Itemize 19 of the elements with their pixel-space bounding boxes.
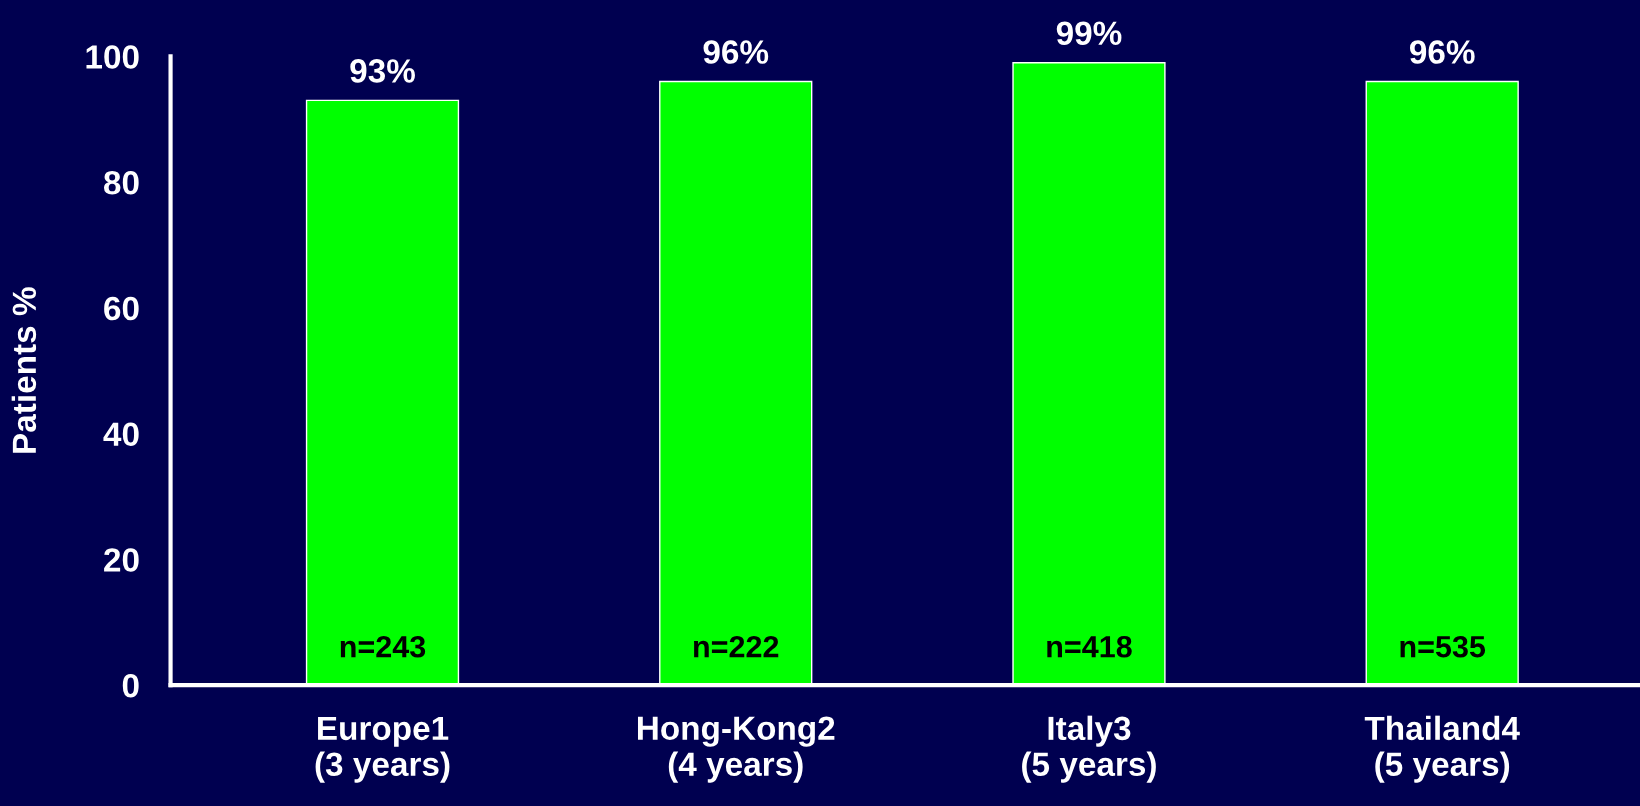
annotation: n=222: [694, 635, 779, 658]
x-tick-label: Italy3 (5 years): [1022, 715, 1156, 783]
annotation: n=243: [340, 635, 426, 658]
annotation: n=535: [1400, 635, 1486, 658]
data-label: 96%: [1409, 40, 1475, 64]
y-tick-label: 100: [86, 45, 139, 69]
data-label: 93%: [350, 59, 415, 83]
x-tick-label: Thailand4 (5 years): [1364, 715, 1520, 783]
y-tick-label: 60: [104, 296, 139, 321]
y-tick-label: 20: [104, 548, 139, 572]
y-tick-label: 40: [103, 422, 139, 447]
y-axis-title: Patients %: [11, 287, 37, 453]
x-tick-label: Europe1 (3 years): [315, 716, 450, 783]
data-label: 96%: [703, 40, 769, 64]
y-tick-label: 0: [122, 673, 139, 698]
y-tick-label: 80: [103, 170, 139, 195]
x-tick-label: Hong-Kong2 (4 years): [637, 716, 835, 783]
annotation: n=418: [1047, 635, 1132, 658]
data-label: 99%: [1056, 21, 1122, 46]
